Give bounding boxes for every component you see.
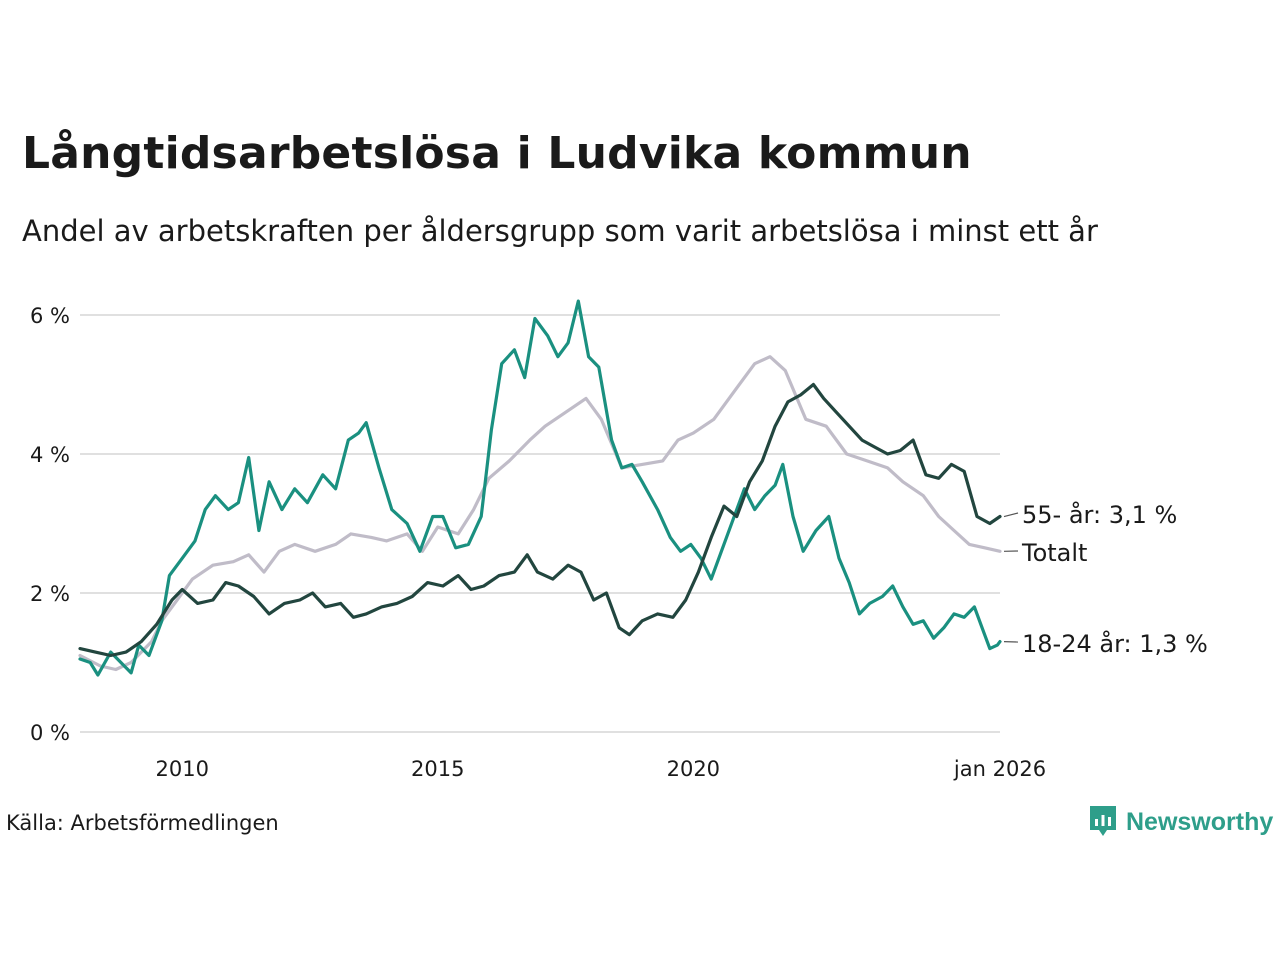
brand-logo: Newsworthy — [1088, 804, 1273, 840]
y-tick-label: 6 % — [30, 304, 70, 328]
x-tick-label: 2010 — [155, 757, 208, 781]
series-end-label-18-24-r: 18-24 år: 1,3 % — [1022, 629, 1208, 658]
x-tick-label: jan 2026 — [953, 757, 1046, 781]
label-connector-55-r — [1003, 512, 1019, 518]
y-axis-ticks: 0 % 2 % 4 % 6 % — [30, 304, 70, 745]
chart-subtitle: Andel av arbetskraften per åldersgrupp s… — [22, 214, 1098, 248]
series-line-55-r — [78, 382, 1002, 658]
x-axis-ticks: 2010 2015 2020 jan 2026 — [155, 757, 1046, 781]
source-note: Källa: Arbetsförmedlingen — [6, 811, 279, 835]
chart-title: Långtidsarbetslösa i Ludvika kommun — [22, 128, 972, 179]
brand-name: Newsworthy — [1126, 807, 1274, 836]
series-end-label-55-r: 55- år: 3,1 % — [1022, 500, 1177, 529]
series-lines — [78, 299, 1002, 677]
gridlines — [80, 314, 1000, 733]
y-tick-label: 2 % — [30, 582, 70, 606]
series-line-totalt — [78, 355, 1002, 672]
series-end-labels: Totalt 18-24 år: 1,3 % 55- år: 3,1 % — [1003, 500, 1208, 658]
x-tick-label: 2020 — [667, 757, 720, 781]
y-tick-label: 0 % — [30, 721, 70, 745]
x-tick-label: 2015 — [411, 757, 464, 781]
y-tick-label: 4 % — [30, 443, 70, 467]
series-line-18-24-r — [78, 299, 1002, 677]
series-end-label-totalt: Totalt — [1021, 539, 1087, 567]
newsworthy-logo-icon — [1090, 806, 1116, 836]
